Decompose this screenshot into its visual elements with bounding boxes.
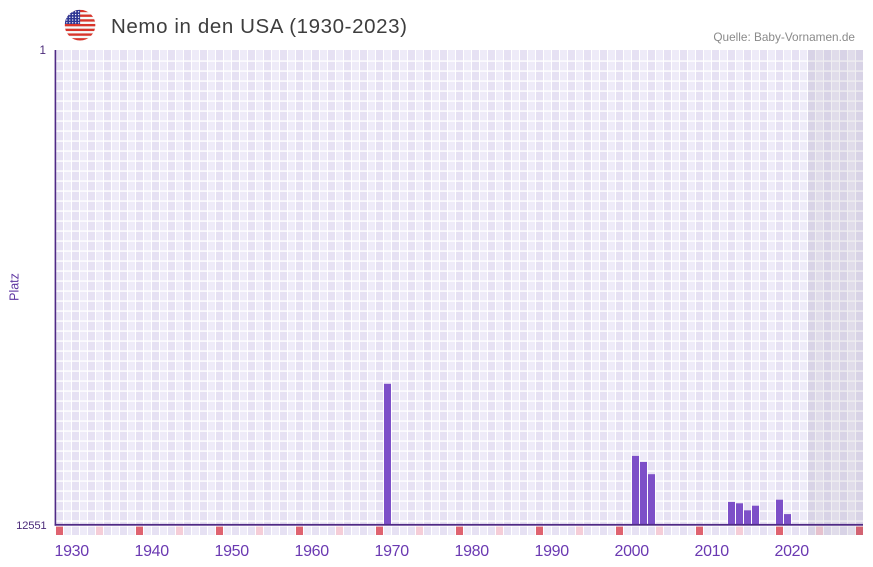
svg-text:1940: 1940 [134,543,169,560]
svg-text:1970: 1970 [374,543,409,560]
svg-text:2010: 2010 [694,543,729,560]
svg-text:2020: 2020 [774,543,809,560]
svg-text:12551: 12551 [16,520,46,532]
svg-text:1950: 1950 [214,543,249,560]
svg-text:1980: 1980 [454,543,489,560]
svg-text:2000: 2000 [614,543,649,560]
svg-text:1930: 1930 [54,543,89,560]
svg-text:1: 1 [40,44,46,57]
svg-text:Nemo in den USA (1930-2023): Nemo in den USA (1930-2023) [111,15,408,38]
svg-text:Platz: Platz [8,273,22,301]
svg-text:Quelle: Baby-Vornamen.de: Quelle: Baby-Vornamen.de [713,30,855,44]
svg-text:1960: 1960 [294,543,329,560]
svg-text:1990: 1990 [534,543,569,560]
